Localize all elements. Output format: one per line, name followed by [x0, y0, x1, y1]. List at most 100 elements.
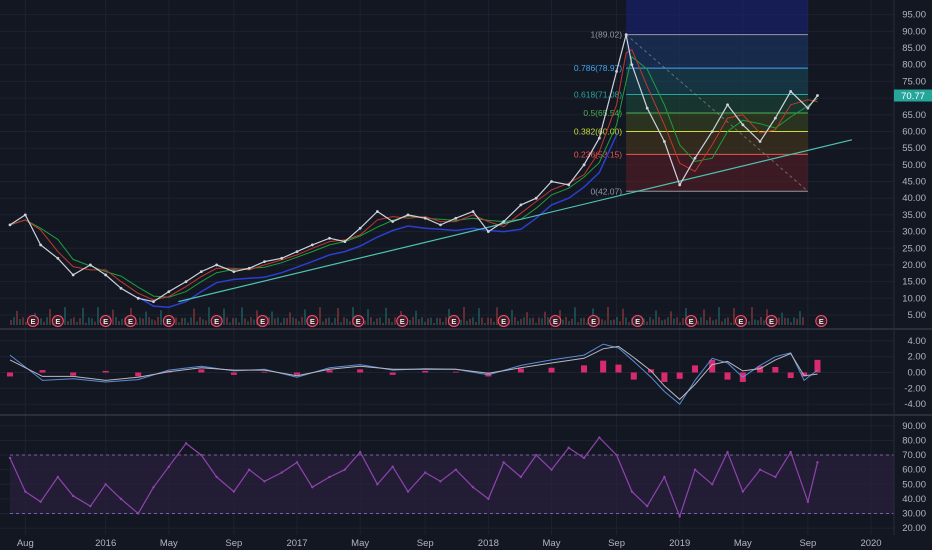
volume-bar [376, 318, 378, 325]
price-point [136, 296, 140, 300]
earnings-marker[interactable] [26, 315, 39, 327]
macd-pane[interactable] [7, 343, 821, 405]
volume-bar [385, 307, 387, 325]
price-axis-label: 60.00 [902, 126, 926, 137]
macd-histogram-bar [39, 370, 46, 373]
rsi-point [550, 468, 553, 471]
earnings-marker-label: E [166, 317, 171, 326]
volume-bar [295, 318, 297, 325]
price-point [152, 300, 155, 304]
rsi-axis-label: 70.00 [902, 450, 926, 461]
price-point [615, 70, 618, 73]
macd-histogram-bar [661, 372, 668, 382]
volume-bar [367, 309, 369, 325]
volume-bar [676, 317, 678, 325]
volume-bar [253, 319, 255, 325]
time-axis-label: 2018 [478, 538, 499, 549]
earnings-marker[interactable] [306, 315, 319, 327]
rsi-point [789, 450, 792, 454]
volume-bar [352, 307, 354, 325]
price-point [567, 183, 571, 187]
volume-bar [247, 321, 249, 325]
rsi-point [295, 461, 299, 464]
price-axis-label: 5.00 [908, 310, 927, 321]
macd-histogram-bar [198, 369, 205, 373]
earnings-marker[interactable] [99, 315, 112, 327]
rsi-axis-label: 90.00 [902, 421, 926, 432]
volume-bar [196, 321, 198, 325]
volume-bar [64, 307, 66, 325]
earnings-marker[interactable] [447, 315, 460, 327]
rsi-point [406, 490, 410, 493]
earnings-marker[interactable] [497, 315, 510, 327]
rsi-point [630, 490, 634, 493]
volume-bar [517, 320, 519, 325]
price-point [678, 183, 682, 187]
volume-bar [514, 317, 516, 325]
price-point [624, 33, 628, 37]
earnings-marker[interactable] [734, 315, 747, 327]
price-point [597, 136, 601, 140]
earnings-marker-label: E [214, 317, 219, 326]
volume-bar [43, 321, 45, 325]
fibonacci-retracement[interactable]: 1(89.02) 0.786(78.97) 0.618(71.08) 0.5(65.5… [574, 0, 809, 196]
volume-bar [202, 319, 204, 325]
volume-bar [445, 317, 447, 325]
volume-bar [487, 317, 489, 325]
earnings-marker[interactable] [124, 315, 137, 327]
volume-bar [523, 317, 525, 325]
volume-bar [424, 321, 426, 325]
earnings-marker[interactable] [396, 315, 409, 327]
volume-bar [463, 307, 465, 325]
volume-bar [70, 318, 72, 325]
volume-bar [436, 317, 438, 325]
price-axis-label: 45.00 [902, 177, 926, 188]
volume-bar [604, 320, 606, 325]
volume-bar [667, 317, 669, 325]
price-point [247, 266, 251, 270]
price-point [56, 256, 60, 260]
price-point [375, 210, 379, 213]
earnings-marker[interactable] [765, 315, 778, 327]
volume-bar [658, 317, 660, 325]
rsi-pane[interactable] [8, 436, 894, 519]
earnings-marker[interactable] [352, 315, 365, 327]
volume-bar [112, 309, 114, 325]
earnings-marker[interactable] [256, 315, 269, 327]
earnings-marker[interactable] [210, 315, 223, 327]
earnings-marker[interactable] [587, 315, 600, 327]
earnings-marker[interactable] [631, 315, 644, 327]
volume-bar [271, 311, 273, 325]
earnings-marker-label: E [591, 317, 596, 326]
volume-bar [331, 322, 333, 325]
rsi-axis-label: 80.00 [902, 435, 926, 446]
volume-bar [67, 320, 69, 325]
earnings-marker[interactable] [685, 315, 698, 327]
price-point [758, 140, 762, 143]
earnings-marker[interactable] [549, 315, 562, 327]
volume-bar [10, 319, 12, 325]
volume-bar [574, 307, 576, 325]
macd-histogram-bar [517, 368, 524, 373]
macd-histogram-bar [230, 372, 237, 375]
volume-bar [391, 322, 393, 325]
earnings-marker[interactable] [51, 315, 64, 327]
volume-bar [679, 322, 681, 325]
time-axis-label: 2020 [860, 538, 881, 549]
volume-bar [565, 317, 567, 325]
rsi-point [598, 436, 601, 439]
volume-bar [394, 317, 396, 325]
volume-bar [190, 317, 192, 325]
earnings-marker[interactable] [162, 315, 175, 327]
volume-bar [628, 322, 630, 325]
trendline[interactable] [178, 139, 853, 303]
earnings-marker[interactable] [815, 315, 828, 327]
macd-histogram-bar [548, 367, 555, 373]
macd-histogram-bar [757, 366, 764, 373]
fib-level-label: 0.786(78.97) [574, 63, 622, 73]
price-point [454, 216, 458, 220]
volume-bar [205, 320, 207, 325]
volume-bar [682, 317, 684, 325]
